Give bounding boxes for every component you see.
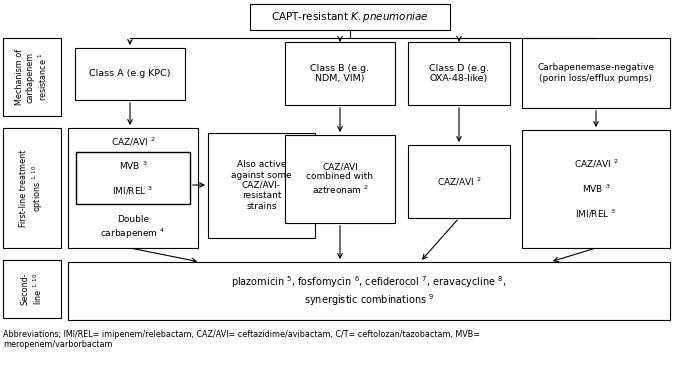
Bar [3, 38, 61, 116]
Bar [408, 145, 510, 218]
Bar [285, 135, 395, 223]
Text: CAZ/AVI
combined with
aztreonam $^2$: CAZ/AVI combined with aztreonam $^2$ [306, 162, 373, 196]
Text: Class A (e.g KPC): Class A (e.g KPC) [89, 69, 171, 79]
Text: CAZ/AVI $^2$

MVB $^3$

IMI/REL $^3$: CAZ/AVI $^2$ MVB $^3$ IMI/REL $^3$ [573, 158, 619, 220]
Bar [3, 128, 61, 248]
Text: Double
carbapenem $^4$: Double carbapenem $^4$ [101, 215, 166, 241]
Bar [408, 42, 510, 105]
Text: Class D (e.g.
OXA-48-like): Class D (e.g. OXA-48-like) [429, 64, 489, 83]
Bar [76, 152, 190, 204]
Bar [3, 260, 61, 318]
Bar [75, 48, 185, 100]
Text: Carbapenemase-negative
(porin loss/efflux pumps): Carbapenemase-negative (porin loss/efflu… [538, 63, 655, 83]
Text: Abbreviations; IMI/REL= imipenem/relebactam, CAZ/AVI= ceftazidime/avibactam, C/T: Abbreviations; IMI/REL= imipenem/relebac… [3, 330, 480, 349]
Bar [68, 128, 198, 248]
Text: CAPT-resistant $\it{K. pneumoniae}$: CAPT-resistant $\it{K. pneumoniae}$ [271, 10, 429, 24]
Bar [250, 4, 450, 30]
Bar [208, 133, 315, 238]
Bar [68, 262, 670, 320]
Text: First-line treatment
options $^{1,10}$: First-line treatment options $^{1,10}$ [19, 149, 45, 227]
Text: CAZ/AVI $^2$: CAZ/AVI $^2$ [110, 136, 155, 148]
Text: Mechanism of
carbapenem
resistance $^1$: Mechanism of carbapenem resistance $^1$ [15, 49, 49, 105]
Bar [522, 38, 670, 108]
Text: Class B (e.g.
NDM, VIM): Class B (e.g. NDM, VIM) [310, 64, 370, 83]
Text: Second-
line $^{1,10}$: Second- line $^{1,10}$ [21, 273, 44, 305]
Text: Also active
against some
CAZ/AVI-
resistant
strains: Also active against some CAZ/AVI- resist… [231, 160, 292, 211]
Text: MVB $^3$

IMI/REL $^3$: MVB $^3$ IMI/REL $^3$ [112, 159, 153, 197]
Bar [522, 130, 670, 248]
Text: CAZ/AVI $^2$: CAZ/AVI $^2$ [436, 175, 482, 188]
Text: plazomicin $^5$, fosfomycin $^6$, cefiderocol $^7$, eravacycline $^8$,
synergist: plazomicin $^5$, fosfomycin $^6$, cefide… [232, 274, 507, 308]
Bar [285, 42, 395, 105]
